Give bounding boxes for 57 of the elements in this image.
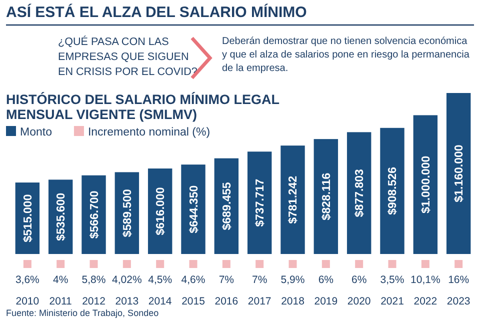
data-label: $828.116: [320, 172, 333, 220]
text: 4,5%: [148, 274, 172, 286]
bar: [181, 164, 206, 254]
x-tick-label: 2010: [16, 295, 40, 308]
text: 6%: [351, 274, 367, 286]
x-tick-label: 2012: [82, 295, 106, 308]
chart-title: ASÍ ESTÁ EL ALZA DEL SALARIO MÍNIMO: [6, 3, 308, 21]
x-tick-label: 2015: [182, 295, 206, 308]
x-tick-label: 2016: [214, 295, 238, 308]
data-label: $781.242: [288, 176, 300, 224]
x-tick-label: 2022: [414, 295, 438, 308]
data-label: $1.160.000: [454, 144, 466, 202]
text: 4%: [52, 274, 68, 286]
data-label: $689.455: [221, 182, 234, 230]
text: 4,6%: [181, 274, 206, 286]
text: 5,8%: [82, 274, 106, 286]
data-label: $1.000.000: [420, 156, 432, 214]
bar: [247, 152, 272, 254]
text: 16%: [448, 274, 470, 286]
text: 6%: [318, 274, 334, 286]
text: 3,6%: [15, 274, 40, 286]
x-tick-label: 2021: [380, 295, 404, 308]
x-tick-label: 2017: [248, 295, 272, 308]
x-tick-label: 2013: [115, 295, 139, 308]
bar: [446, 93, 471, 254]
text: 7%: [218, 274, 234, 286]
data-label: $644.350: [188, 185, 200, 234]
text: Deberán demostrar que no tienen solvencia económica y que el alza de salarios pone en riesgo la permanencia de la empresa.: [222, 36, 470, 74]
bar: [413, 115, 438, 254]
bar: [280, 146, 305, 254]
data-label: $566.700: [88, 190, 101, 239]
data-label: $589.500: [122, 189, 134, 238]
bar: [314, 139, 338, 254]
x-tick-label: 2023: [446, 295, 470, 308]
data-label: $737.717: [254, 178, 267, 227]
text: 3,5%: [380, 274, 404, 286]
legend-label: Monto: [20, 126, 52, 138]
data-label: $535.600: [56, 192, 68, 241]
data-label: $908.526: [387, 166, 400, 215]
annotation: Incremento nominal (%): [88, 126, 210, 138]
text: 5,9%: [280, 274, 305, 286]
x-tick-label: 2020: [347, 295, 371, 308]
x-tick-label: 2018: [281, 295, 305, 308]
x-tick-label: 2019: [314, 295, 338, 308]
x-tick-label: 2011: [49, 295, 72, 308]
annotation: HISTÓRICO DEL SALARIO MÍNIMO LEGAL MENSUAL VIGENTE (SMLMV): [6, 92, 280, 122]
x-tick-label: 2014: [148, 295, 172, 308]
data-label: $877.803: [354, 169, 366, 218]
bar: [346, 132, 372, 254]
text: 7%: [252, 274, 268, 286]
source-note: Fuente: Ministerio de Trabajo, Sondeo: [6, 308, 159, 318]
text: 4,02%: [112, 274, 142, 286]
bar: [380, 128, 404, 254]
data-label: $616.000: [155, 187, 168, 236]
data-label: $515.000: [22, 194, 34, 242]
chart-subtitle: ¿QUÉ PASA CON LAS EMPRESAS QUE SIGUEN EN CRISIS POR EL COVID?: [58, 35, 198, 78]
text: 10,1%: [410, 274, 440, 286]
